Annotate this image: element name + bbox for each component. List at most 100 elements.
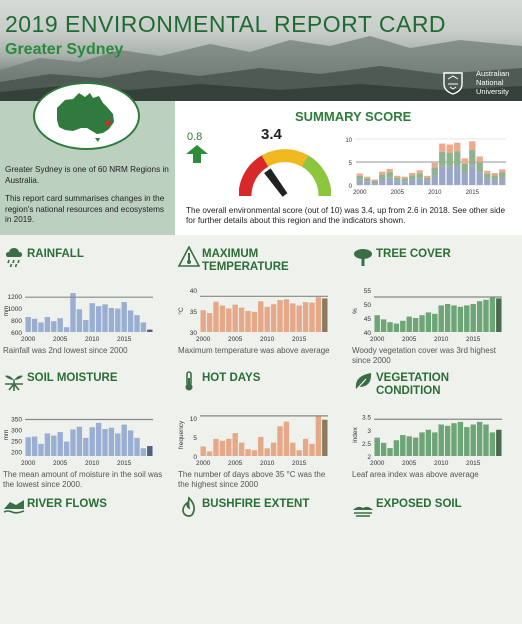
indicator-title: MAXIMUM TEMPERATURE bbox=[202, 248, 289, 273]
x-tick-label: 2005 bbox=[53, 336, 68, 343]
y-tick-label: 10 bbox=[190, 416, 198, 423]
bar bbox=[451, 423, 457, 456]
bar bbox=[380, 442, 387, 456]
bar bbox=[424, 177, 431, 181]
bar bbox=[44, 317, 51, 332]
warning-thermometer-icon bbox=[178, 246, 200, 267]
bar bbox=[57, 432, 63, 456]
y-axis-label: index bbox=[352, 426, 359, 442]
y-tick-label: 40 bbox=[190, 288, 198, 295]
bar bbox=[484, 170, 491, 174]
bar bbox=[454, 165, 461, 185]
y-tick-label: 800 bbox=[11, 318, 22, 325]
y-tick-label: 3.5 bbox=[362, 415, 371, 422]
bar bbox=[496, 298, 502, 332]
y-tick-label: 1000 bbox=[8, 306, 23, 313]
summary-history-chart: 0 5 10 2000 2005 2010 2015 bbox=[338, 135, 514, 204]
australia-map bbox=[33, 82, 140, 150]
bar bbox=[322, 298, 328, 332]
bar bbox=[63, 441, 70, 456]
indicator-chart-hot-days: 0 5 10 frequency 2000 2005 2010 2015 bbox=[178, 415, 328, 467]
bar bbox=[277, 426, 283, 456]
bar bbox=[461, 158, 468, 164]
bar bbox=[446, 166, 453, 185]
bar bbox=[393, 440, 400, 456]
bar bbox=[25, 437, 31, 456]
indicator-caption: The mean amount of moisture in the soil … bbox=[3, 470, 163, 489]
bar bbox=[283, 299, 290, 332]
bar bbox=[147, 446, 153, 456]
score-gauge bbox=[239, 149, 331, 197]
bar bbox=[476, 156, 483, 163]
y-tick-label: 350 bbox=[11, 416, 22, 423]
bar bbox=[394, 177, 401, 181]
x-tick-label: 2000 bbox=[353, 190, 367, 196]
bar bbox=[461, 172, 468, 185]
indicator-tile-tree-cover: TREE COVER 40 45 50 55% 2000 2005 2010 2015 Woody… bbox=[352, 246, 522, 374]
indicator-caption: Rainfall was 2nd lowest since 2000 bbox=[3, 346, 128, 355]
bar bbox=[451, 305, 457, 332]
bar bbox=[290, 303, 296, 332]
bar bbox=[425, 429, 432, 456]
bar bbox=[371, 180, 378, 183]
bar bbox=[489, 297, 496, 332]
bar bbox=[44, 433, 51, 456]
bar bbox=[386, 168, 393, 173]
y-tick-label: 30 bbox=[190, 330, 198, 337]
bar bbox=[206, 313, 213, 332]
x-tick-label: 2000 bbox=[370, 336, 385, 343]
bar bbox=[419, 432, 425, 456]
leaf-icon bbox=[355, 373, 372, 391]
bar bbox=[277, 300, 283, 332]
y-tick-label: 250 bbox=[11, 439, 22, 446]
bar bbox=[431, 175, 438, 185]
bar bbox=[406, 316, 412, 332]
bar bbox=[476, 421, 483, 456]
intro-paragraph-1: Greater Sydney is one of 60 NRM Regions … bbox=[5, 165, 169, 185]
bar bbox=[226, 438, 232, 456]
bar bbox=[491, 173, 498, 176]
bar bbox=[264, 306, 270, 332]
bar bbox=[425, 312, 432, 332]
y-tick-label: 600 bbox=[11, 330, 22, 337]
bar bbox=[309, 443, 315, 456]
x-tick-label: 2000 bbox=[196, 460, 211, 467]
bare-soil-icon bbox=[353, 506, 373, 517]
bar bbox=[387, 448, 393, 456]
x-tick-label: 2010 bbox=[260, 336, 275, 343]
bar bbox=[121, 424, 127, 456]
y-axis-label: mm bbox=[3, 306, 10, 317]
bar bbox=[200, 446, 206, 456]
bar bbox=[95, 306, 102, 332]
bar bbox=[371, 179, 378, 181]
bar bbox=[309, 302, 315, 332]
bar bbox=[251, 311, 258, 332]
y-tick-label: 5 bbox=[349, 161, 353, 167]
bar bbox=[432, 313, 438, 332]
bar bbox=[57, 318, 63, 332]
bar bbox=[200, 310, 206, 332]
summary-history-svg: 0 5 10 2000 2005 2010 2015 bbox=[345, 138, 506, 196]
bar bbox=[491, 175, 498, 180]
y-tick-label: 10 bbox=[345, 138, 352, 144]
bar bbox=[476, 301, 483, 332]
summary-title: SUMMARY SCORE bbox=[295, 109, 412, 124]
x-tick-label: 2015 bbox=[117, 336, 132, 343]
gauge-needle bbox=[264, 168, 288, 197]
x-tick-label: 2015 bbox=[117, 460, 132, 467]
x-tick-label: 2005 bbox=[228, 336, 243, 343]
bar bbox=[108, 308, 115, 332]
bar bbox=[108, 427, 115, 456]
bar bbox=[416, 173, 423, 179]
x-tick-label: 2015 bbox=[466, 190, 480, 196]
bar bbox=[140, 448, 147, 456]
x-tick-label: 2015 bbox=[292, 336, 307, 343]
bar bbox=[431, 162, 438, 168]
summary-panel: SUMMARY SCORE 0.8 3.4 0 5 10 2000 2005 2010 20… bbox=[175, 101, 522, 235]
bar bbox=[379, 174, 386, 179]
intro-paragraph-2: This report card summarises changes in t… bbox=[5, 194, 165, 224]
y-tick-label: 0 bbox=[349, 184, 353, 190]
x-tick-label: 2010 bbox=[434, 336, 449, 343]
bar bbox=[302, 302, 309, 332]
